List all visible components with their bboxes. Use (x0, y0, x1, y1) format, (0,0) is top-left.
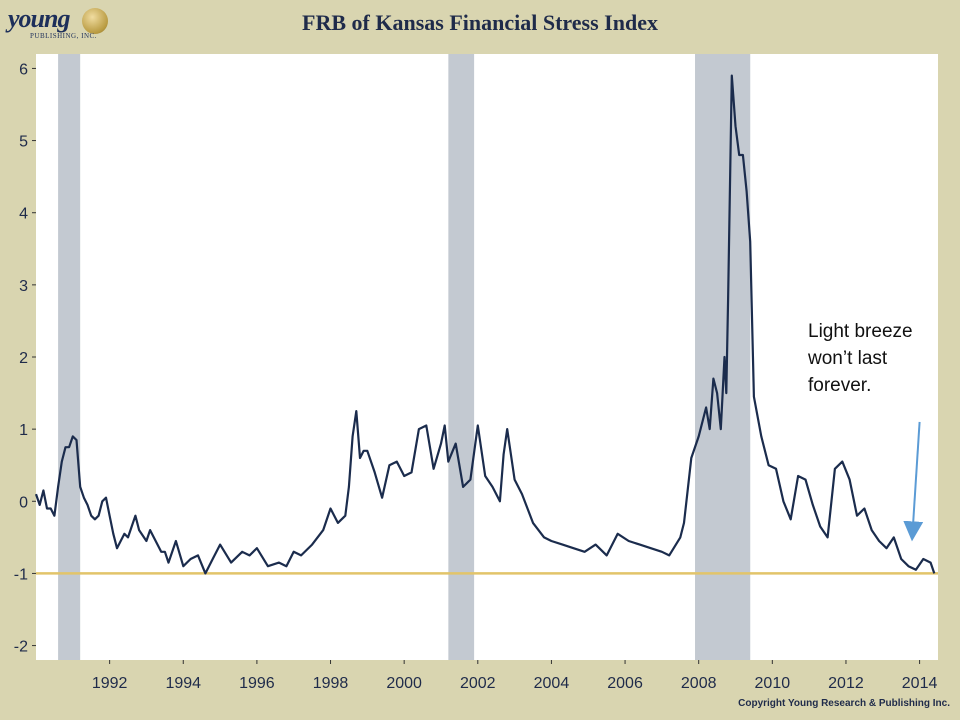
recession-band-1 (58, 54, 81, 660)
y-tick-label: 5 (19, 134, 28, 151)
y-tick-label: -2 (14, 639, 28, 656)
y-tick-label: 4 (19, 206, 28, 223)
recession-band-3 (695, 54, 751, 660)
y-tick-label: 6 (19, 61, 28, 78)
chart-title: FRB of Kansas Financial Stress Index (302, 10, 658, 35)
x-tick-label: 1994 (165, 675, 201, 692)
x-tick-label: 2004 (534, 675, 570, 692)
x-tick-label: 1996 (239, 675, 275, 692)
x-tick-label: 2014 (902, 675, 938, 692)
logo-subtext: PUBLISHING, INC. (30, 32, 97, 40)
x-tick-label: 1998 (313, 675, 349, 692)
annotation-text: Light breeze won’t last forever. (808, 321, 913, 396)
logo-globe-icon (82, 8, 108, 34)
y-tick-label: 2 (19, 350, 28, 367)
x-tick-label: 2010 (755, 675, 791, 692)
annotation-arrow (903, 421, 924, 542)
copyright-text: Copyright Young Research & Publishing In… (738, 698, 950, 709)
y-tick-label: -1 (14, 566, 28, 583)
x-tick-label: 2002 (460, 675, 496, 692)
x-tick-label: 2006 (607, 675, 643, 692)
y-axis: 6 5 4 3 2 1 0 -1 -2 (14, 61, 36, 656)
plot-area (36, 54, 938, 660)
x-tick-label: 2012 (828, 675, 864, 692)
x-axis: 1992 1994 1996 1998 2000 2002 2004 2006 2008 2010… (92, 660, 938, 692)
x-tick-label: 2000 (386, 675, 422, 692)
y-tick-label: 0 (19, 494, 28, 511)
x-tick-label: 1992 (92, 675, 128, 692)
stress-index-line (34, 74, 936, 575)
y-tick-label: 1 (19, 422, 28, 439)
recession-band-2 (448, 54, 475, 660)
logo: young (8, 4, 70, 33)
x-tick-label: 2008 (681, 675, 717, 692)
y-tick-label: 3 (19, 278, 28, 295)
